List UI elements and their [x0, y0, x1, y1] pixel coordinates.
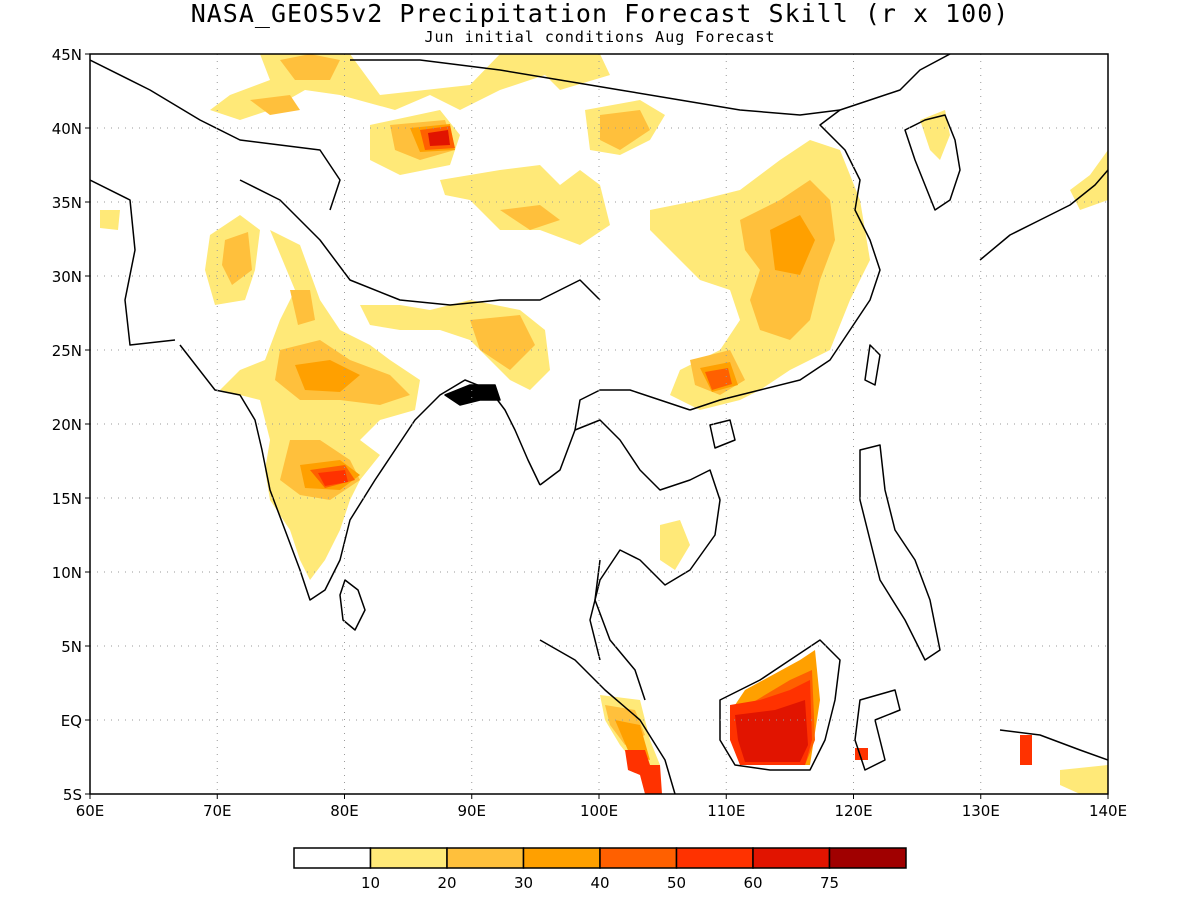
himalaya-border: [239, 179, 601, 306]
colorbar: 10 20 30 40 50 60 75: [293, 847, 907, 892]
china-coastline: [689, 54, 951, 411]
map-subtitle: Jun initial conditions Aug Forecast: [424, 28, 776, 46]
sri-lanka: [339, 579, 366, 631]
skill-area-guangdong: [705, 368, 732, 390]
lon-tick-label: 140E: [1089, 802, 1127, 820]
taiwan: [864, 344, 881, 386]
skill-area-sumatra-peak: [625, 750, 662, 794]
lon-tick-label: 110E: [707, 802, 745, 820]
lat-tick-label: 35N: [52, 194, 82, 212]
bangladesh: [444, 384, 501, 406]
colorbar-label: 10: [361, 874, 380, 892]
skill-area-india-west: [290, 290, 315, 325]
lat-tick-label: EQ: [61, 712, 82, 730]
gridlines: [90, 54, 1108, 794]
skill-area-korea: [920, 110, 950, 160]
colorbar-swatch: [752, 847, 831, 869]
borneo: [719, 639, 841, 771]
southeast-asia-borders: [574, 389, 691, 431]
skill-area-japan: [1070, 150, 1108, 210]
skill-area-tian-shan: [250, 95, 300, 115]
colorbar-swatch: [446, 847, 525, 869]
lon-tick-label: 100E: [580, 802, 618, 820]
skill-area-assam: [470, 315, 535, 370]
malay-peninsula: [594, 559, 646, 701]
longitude-axis: 60E 70E 80E 90E 100E 110E 120E 130E 140E: [76, 794, 1127, 820]
skill-area-pakistan-core: [222, 232, 252, 285]
colorbar-label: 40: [590, 874, 609, 892]
colorbar-swatch: [828, 847, 907, 869]
skill-area-borneo-max: [735, 700, 808, 762]
philippines: [859, 444, 941, 661]
lon-tick-label: 70E: [203, 802, 232, 820]
korea: [904, 114, 961, 211]
lat-tick-label: 20N: [52, 416, 82, 434]
lat-tick-label: 30N: [52, 268, 82, 286]
lat-tick-label: 25N: [52, 342, 82, 360]
skill-area-qinghai: [440, 165, 610, 245]
mongolia-border: [350, 59, 841, 116]
lon-tick-label: 60E: [76, 802, 105, 820]
skill-area-india-central-core: [295, 360, 360, 392]
skill-area-india-north: [220, 230, 420, 580]
lon-tick-label: 80E: [330, 802, 359, 820]
iran-pakistan-border: [90, 179, 176, 346]
colorbar-swatch: [675, 847, 754, 869]
lat-tick-label: 15N: [52, 490, 82, 508]
lon-tick-label: 90E: [457, 802, 486, 820]
skill-area-tibet-max: [428, 130, 450, 146]
coastlines-and-borders: [90, 54, 1108, 794]
indochina-coastline: [539, 419, 721, 661]
lat-tick-label: 40N: [52, 120, 82, 138]
skill-area-new-guinea: [1060, 765, 1108, 794]
lat-tick-label: 10N: [52, 564, 82, 582]
lon-tick-label: 120E: [834, 802, 872, 820]
skill-area-kashmir: [100, 210, 120, 230]
skill-area-india-se-peak: [318, 470, 348, 486]
skill-area-qaidam: [500, 205, 560, 230]
colorbar-swatch: [369, 847, 448, 869]
sumatra: [539, 639, 676, 794]
lat-tick-label: 5S: [63, 786, 82, 804]
colorbar-label: 75: [820, 874, 839, 892]
colorbar-swatch: [522, 847, 601, 869]
colorbar-swatch: [599, 847, 678, 869]
colorbar-label: 20: [437, 874, 456, 892]
map-title: NASA_GEOS5v2 Precipitation Forecast Skil…: [190, 0, 1010, 28]
lon-tick-label: 130E: [962, 802, 1000, 820]
skill-area-dzungaria: [280, 54, 340, 80]
central-asia-border: [90, 59, 341, 211]
skill-area-papua: [1020, 735, 1032, 765]
colorbar-label: 30: [514, 874, 533, 892]
colorbar-label: 60: [743, 874, 762, 892]
skill-shading: [100, 54, 1108, 794]
skill-area-yangtze-core: [770, 215, 815, 275]
skill-area-qilian: [600, 110, 650, 150]
new-guinea: [999, 729, 1108, 761]
japan: [979, 169, 1108, 261]
sulawesi: [854, 689, 901, 771]
latitude-axis: 45N 40N 35N 30N 25N 20N 15N 10N 5N EQ 5S: [52, 46, 90, 804]
colorbar-swatch: [293, 847, 372, 869]
lat-tick-label: 5N: [61, 638, 82, 656]
colorbar-label: 50: [667, 874, 686, 892]
hainan: [709, 419, 736, 449]
lat-tick-label: 45N: [52, 46, 82, 64]
skill-area-indochina: [660, 520, 690, 570]
